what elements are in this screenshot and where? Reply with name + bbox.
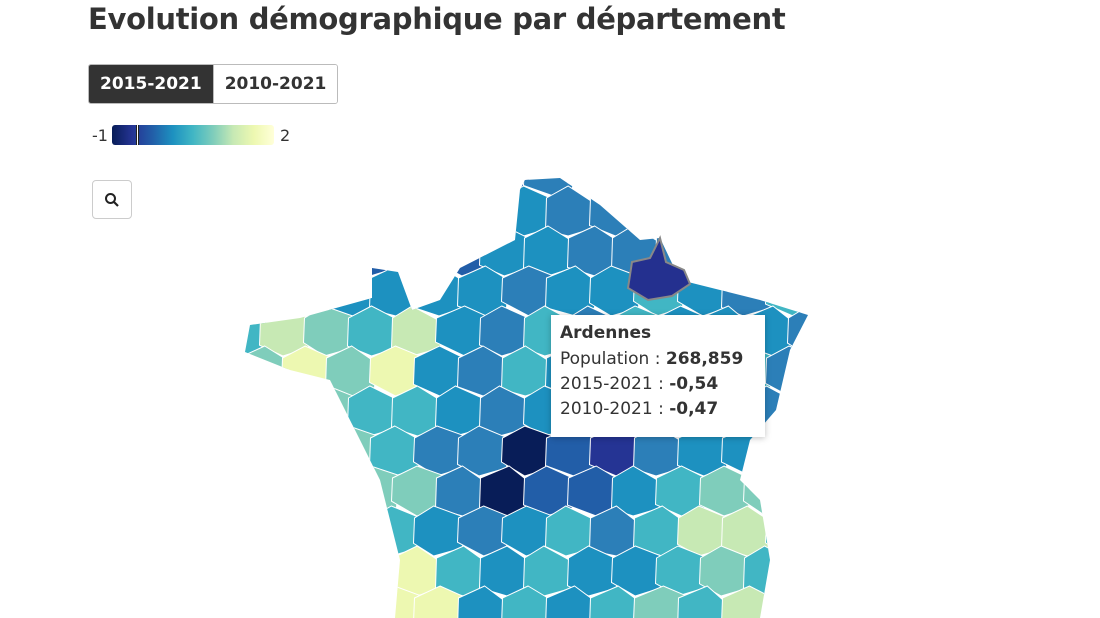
department[interactable] <box>786 465 839 517</box>
tooltip-label: Population : <box>560 349 661 369</box>
period-option[interactable]: 2015-2021 <box>89 65 213 103</box>
period-option[interactable]: 2010-2021 <box>212 65 338 103</box>
tooltip-label: 2010-2021 : <box>560 399 664 419</box>
department[interactable] <box>786 305 839 357</box>
tooltip-label: 2015-2021 : <box>560 374 664 394</box>
department[interactable] <box>346 146 400 197</box>
department[interactable] <box>302 146 356 197</box>
department[interactable] <box>216 545 268 597</box>
department[interactable] <box>238 425 290 477</box>
department[interactable] <box>786 545 839 597</box>
color-legend: -1 2 <box>92 125 290 145</box>
department[interactable] <box>786 385 839 437</box>
department[interactable] <box>390 146 444 197</box>
department[interactable] <box>238 265 290 317</box>
department[interactable] <box>302 225 356 277</box>
department[interactable] <box>566 146 620 197</box>
department[interactable] <box>698 225 752 277</box>
tooltip-title: Ardennes <box>560 323 652 343</box>
period-toggle: 2015-2021 2010-2021 <box>88 64 339 104</box>
department[interactable] <box>280 185 334 237</box>
tooltip-row: Population : 268,859 <box>560 347 756 372</box>
department[interactable] <box>216 465 268 517</box>
department[interactable] <box>238 185 290 237</box>
department[interactable] <box>324 185 378 237</box>
department[interactable] <box>764 585 817 618</box>
department[interactable] <box>368 185 422 237</box>
department[interactable] <box>390 225 444 277</box>
department[interactable] <box>764 425 817 477</box>
zoom-button[interactable] <box>92 180 132 219</box>
department[interactable] <box>324 425 378 477</box>
legend-max: 2 <box>279 125 291 145</box>
department[interactable] <box>742 225 796 277</box>
department[interactable] <box>324 505 378 557</box>
department[interactable] <box>280 505 334 557</box>
tooltip-value: -0,47 <box>669 399 719 419</box>
highlighted-department[interactable] <box>626 235 692 302</box>
department[interactable] <box>238 585 290 618</box>
department[interactable] <box>654 146 708 197</box>
department[interactable] <box>742 146 796 197</box>
department[interactable] <box>216 146 268 197</box>
department[interactable] <box>302 465 356 517</box>
department[interactable] <box>764 185 817 237</box>
department[interactable] <box>258 545 312 597</box>
search-icon <box>105 192 119 207</box>
legend-min: -1 <box>92 125 108 145</box>
department[interactable] <box>434 146 488 197</box>
department[interactable] <box>302 545 356 597</box>
department[interactable] <box>346 545 400 597</box>
department[interactable] <box>238 505 290 557</box>
tooltip-row: 2015-2021 : -0,54 <box>560 372 756 397</box>
title: Evolution démographique par département <box>88 2 786 36</box>
tooltip-value: -0,54 <box>669 374 719 394</box>
department[interactable] <box>216 385 268 437</box>
department[interactable] <box>676 185 730 237</box>
department[interactable] <box>346 225 400 277</box>
department[interactable] <box>720 185 774 237</box>
department[interactable] <box>258 385 312 437</box>
department[interactable] <box>280 265 334 317</box>
department[interactable] <box>258 225 312 277</box>
department[interactable] <box>786 225 839 277</box>
department[interactable] <box>280 425 334 477</box>
tooltip-value: 268,859 <box>665 349 744 369</box>
tooltip: Ardennes Population : 268,859 2015-2021 … <box>551 315 765 437</box>
department[interactable] <box>216 225 268 277</box>
department[interactable] <box>632 185 686 237</box>
department[interactable] <box>412 185 466 237</box>
department[interactable] <box>456 185 510 237</box>
department[interactable] <box>324 585 378 618</box>
department[interactable] <box>698 146 752 197</box>
department[interactable] <box>258 465 312 517</box>
department[interactable] <box>302 385 356 437</box>
tooltip-row: 2010-2021 : -0,47 <box>560 397 756 422</box>
department[interactable] <box>610 146 664 197</box>
department[interactable] <box>764 505 817 557</box>
department[interactable] <box>258 146 312 197</box>
department[interactable] <box>280 585 334 618</box>
legend-ramp <box>111 125 274 145</box>
department[interactable] <box>786 146 839 197</box>
